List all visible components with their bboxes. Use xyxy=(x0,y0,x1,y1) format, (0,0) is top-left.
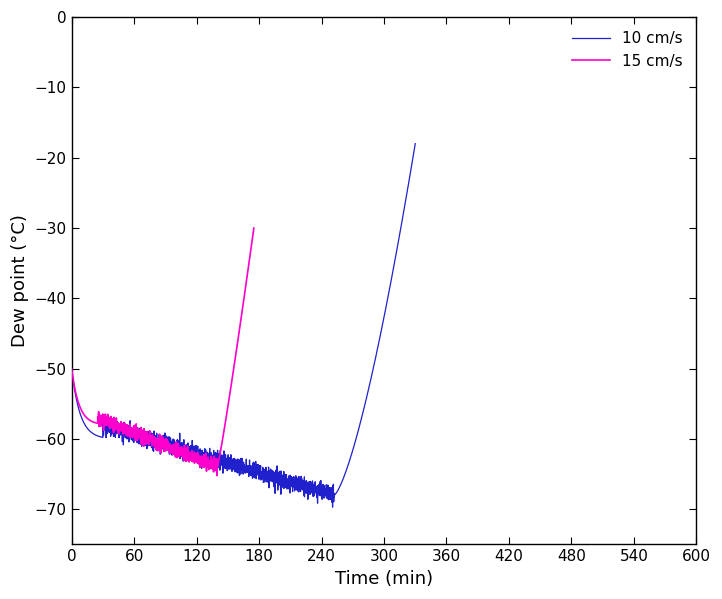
Line: 15 cm/s: 15 cm/s xyxy=(71,228,254,476)
10 cm/s xyxy=(329,504,337,511)
15 cm/s xyxy=(141,437,149,444)
15 cm/s xyxy=(88,418,97,425)
Legend: 10 cm/s, 15 cm/s: 10 cm/s, 15 cm/s xyxy=(565,25,689,75)
10 cm/s xyxy=(411,140,419,147)
15 cm/s xyxy=(67,365,76,373)
Line: 10 cm/s: 10 cm/s xyxy=(71,144,415,507)
10 cm/s xyxy=(309,485,318,492)
10 cm/s xyxy=(192,447,201,454)
15 cm/s xyxy=(97,419,105,426)
10 cm/s xyxy=(170,444,179,452)
10 cm/s xyxy=(69,379,78,386)
10 cm/s xyxy=(67,365,76,373)
15 cm/s xyxy=(123,426,132,434)
10 cm/s xyxy=(169,435,178,443)
X-axis label: Time (min): Time (min) xyxy=(335,570,433,588)
15 cm/s xyxy=(195,461,204,468)
15 cm/s xyxy=(212,472,221,479)
15 cm/s xyxy=(250,225,258,232)
Y-axis label: Dew point (°C): Dew point (°C) xyxy=(11,214,29,347)
15 cm/s xyxy=(116,423,124,431)
10 cm/s xyxy=(170,443,179,450)
